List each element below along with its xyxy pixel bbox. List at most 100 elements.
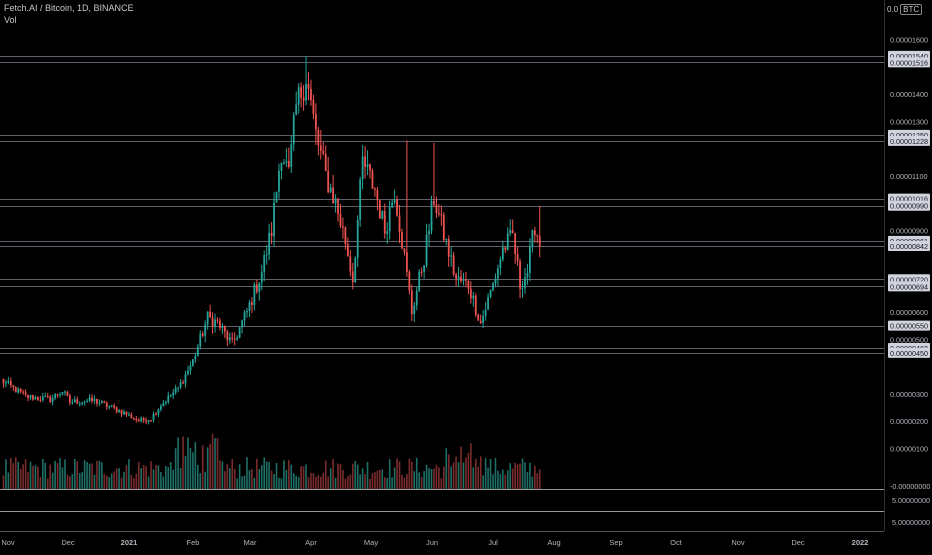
volume-bar xyxy=(157,465,160,489)
candle-body xyxy=(356,219,359,258)
volume-bar xyxy=(226,464,229,489)
price-tick-label: 0.00001400 xyxy=(890,90,928,99)
candle-body xyxy=(49,396,52,402)
candle-body xyxy=(14,386,17,393)
price-tick-label: 0.00001100 xyxy=(890,172,927,181)
volume-bar xyxy=(484,458,487,489)
volume-bar xyxy=(12,463,15,489)
volume-bar xyxy=(192,452,194,489)
candle-body xyxy=(504,247,507,250)
volume-bar xyxy=(91,463,93,489)
candle-body xyxy=(531,230,534,248)
volume-bar xyxy=(113,471,115,489)
volume-bar xyxy=(386,478,389,489)
candle-body xyxy=(241,320,243,328)
candle-body xyxy=(374,188,376,190)
candle-body xyxy=(319,145,322,151)
volume-bar xyxy=(288,460,290,489)
candle-body xyxy=(378,200,381,219)
candle-body xyxy=(51,397,54,402)
volume-bar xyxy=(327,476,329,489)
volume-label: Vol xyxy=(4,15,17,25)
candle-body xyxy=(184,374,187,384)
price-tick-label: -0.00000000 xyxy=(890,482,930,491)
volume-bar xyxy=(467,452,470,489)
candle-body xyxy=(199,333,202,347)
candle-body xyxy=(371,170,374,189)
volume-bar xyxy=(125,465,128,489)
candle-body xyxy=(460,276,462,282)
candle-body xyxy=(29,394,32,398)
level-label-bg xyxy=(888,347,930,358)
candle-body xyxy=(177,387,180,389)
volume-bar xyxy=(443,466,445,489)
candle-body xyxy=(300,87,303,98)
volume-bar xyxy=(290,464,293,489)
scale-prefix: 0.0 xyxy=(887,5,899,14)
volume-bar xyxy=(411,461,413,489)
time-axis-label: Dec xyxy=(61,538,75,547)
candle-body xyxy=(462,279,465,282)
candle-body xyxy=(317,129,320,146)
level-label: 0.00000450 xyxy=(890,349,928,358)
price-tick-label: 0.00000900 xyxy=(890,226,928,235)
candle-body xyxy=(194,356,197,360)
volume-bar xyxy=(462,462,465,489)
volume-bar xyxy=(423,471,425,489)
volume-bar xyxy=(492,474,494,489)
candle-body xyxy=(408,271,411,291)
volume-bar xyxy=(19,468,22,489)
candle-body xyxy=(214,319,216,327)
level-label-bg xyxy=(888,57,930,68)
candle-body xyxy=(66,391,69,396)
price-tick-label: 0.00000600 xyxy=(890,308,928,317)
candle-body xyxy=(521,288,524,290)
volume-bar xyxy=(263,457,266,489)
volume-bar xyxy=(504,474,507,489)
volume-bar xyxy=(233,468,236,489)
candle-body xyxy=(310,88,312,100)
volume-bar xyxy=(189,447,192,489)
candle-body xyxy=(533,230,536,236)
price-tick-label: 0.00000200 xyxy=(890,417,928,426)
candle-body xyxy=(204,324,207,336)
candle-body xyxy=(91,397,93,401)
candle-body xyxy=(54,394,57,398)
candle-body xyxy=(474,295,477,315)
candle-body xyxy=(5,382,7,384)
level-label: 0.00000990 xyxy=(890,202,928,211)
volume-bar xyxy=(22,464,24,489)
volume-bar xyxy=(534,465,536,489)
volume-bar xyxy=(155,464,157,489)
candle-body xyxy=(275,191,278,203)
candle-body xyxy=(482,315,485,323)
candle-body xyxy=(413,305,416,315)
candle-body xyxy=(187,370,189,375)
candle-body xyxy=(329,187,332,193)
price-tick-label: 0.00001300 xyxy=(890,117,928,126)
volume-bar xyxy=(398,461,401,489)
candle-body xyxy=(359,179,362,220)
volume-bar xyxy=(317,475,320,489)
level-label-bg xyxy=(888,320,930,331)
volume-bar xyxy=(142,464,145,489)
candle-body xyxy=(511,229,514,234)
volume-bar xyxy=(78,473,81,489)
candle-body xyxy=(164,401,167,403)
volume-bar xyxy=(401,474,403,489)
volume-bar xyxy=(509,463,512,489)
candle-body xyxy=(514,233,517,255)
candle-body xyxy=(7,380,10,383)
candle-body xyxy=(332,187,334,204)
level-label: 0.00001250 xyxy=(890,131,928,140)
currency-badge[interactable]: 0.0 BTC xyxy=(887,4,923,15)
candle-body xyxy=(268,232,271,255)
candle-body xyxy=(388,207,391,232)
candle-body xyxy=(369,164,371,171)
time-axis-label: Oct xyxy=(670,538,683,547)
candle-body xyxy=(191,359,194,366)
volume-bar xyxy=(165,466,167,489)
candle-body xyxy=(22,391,25,393)
